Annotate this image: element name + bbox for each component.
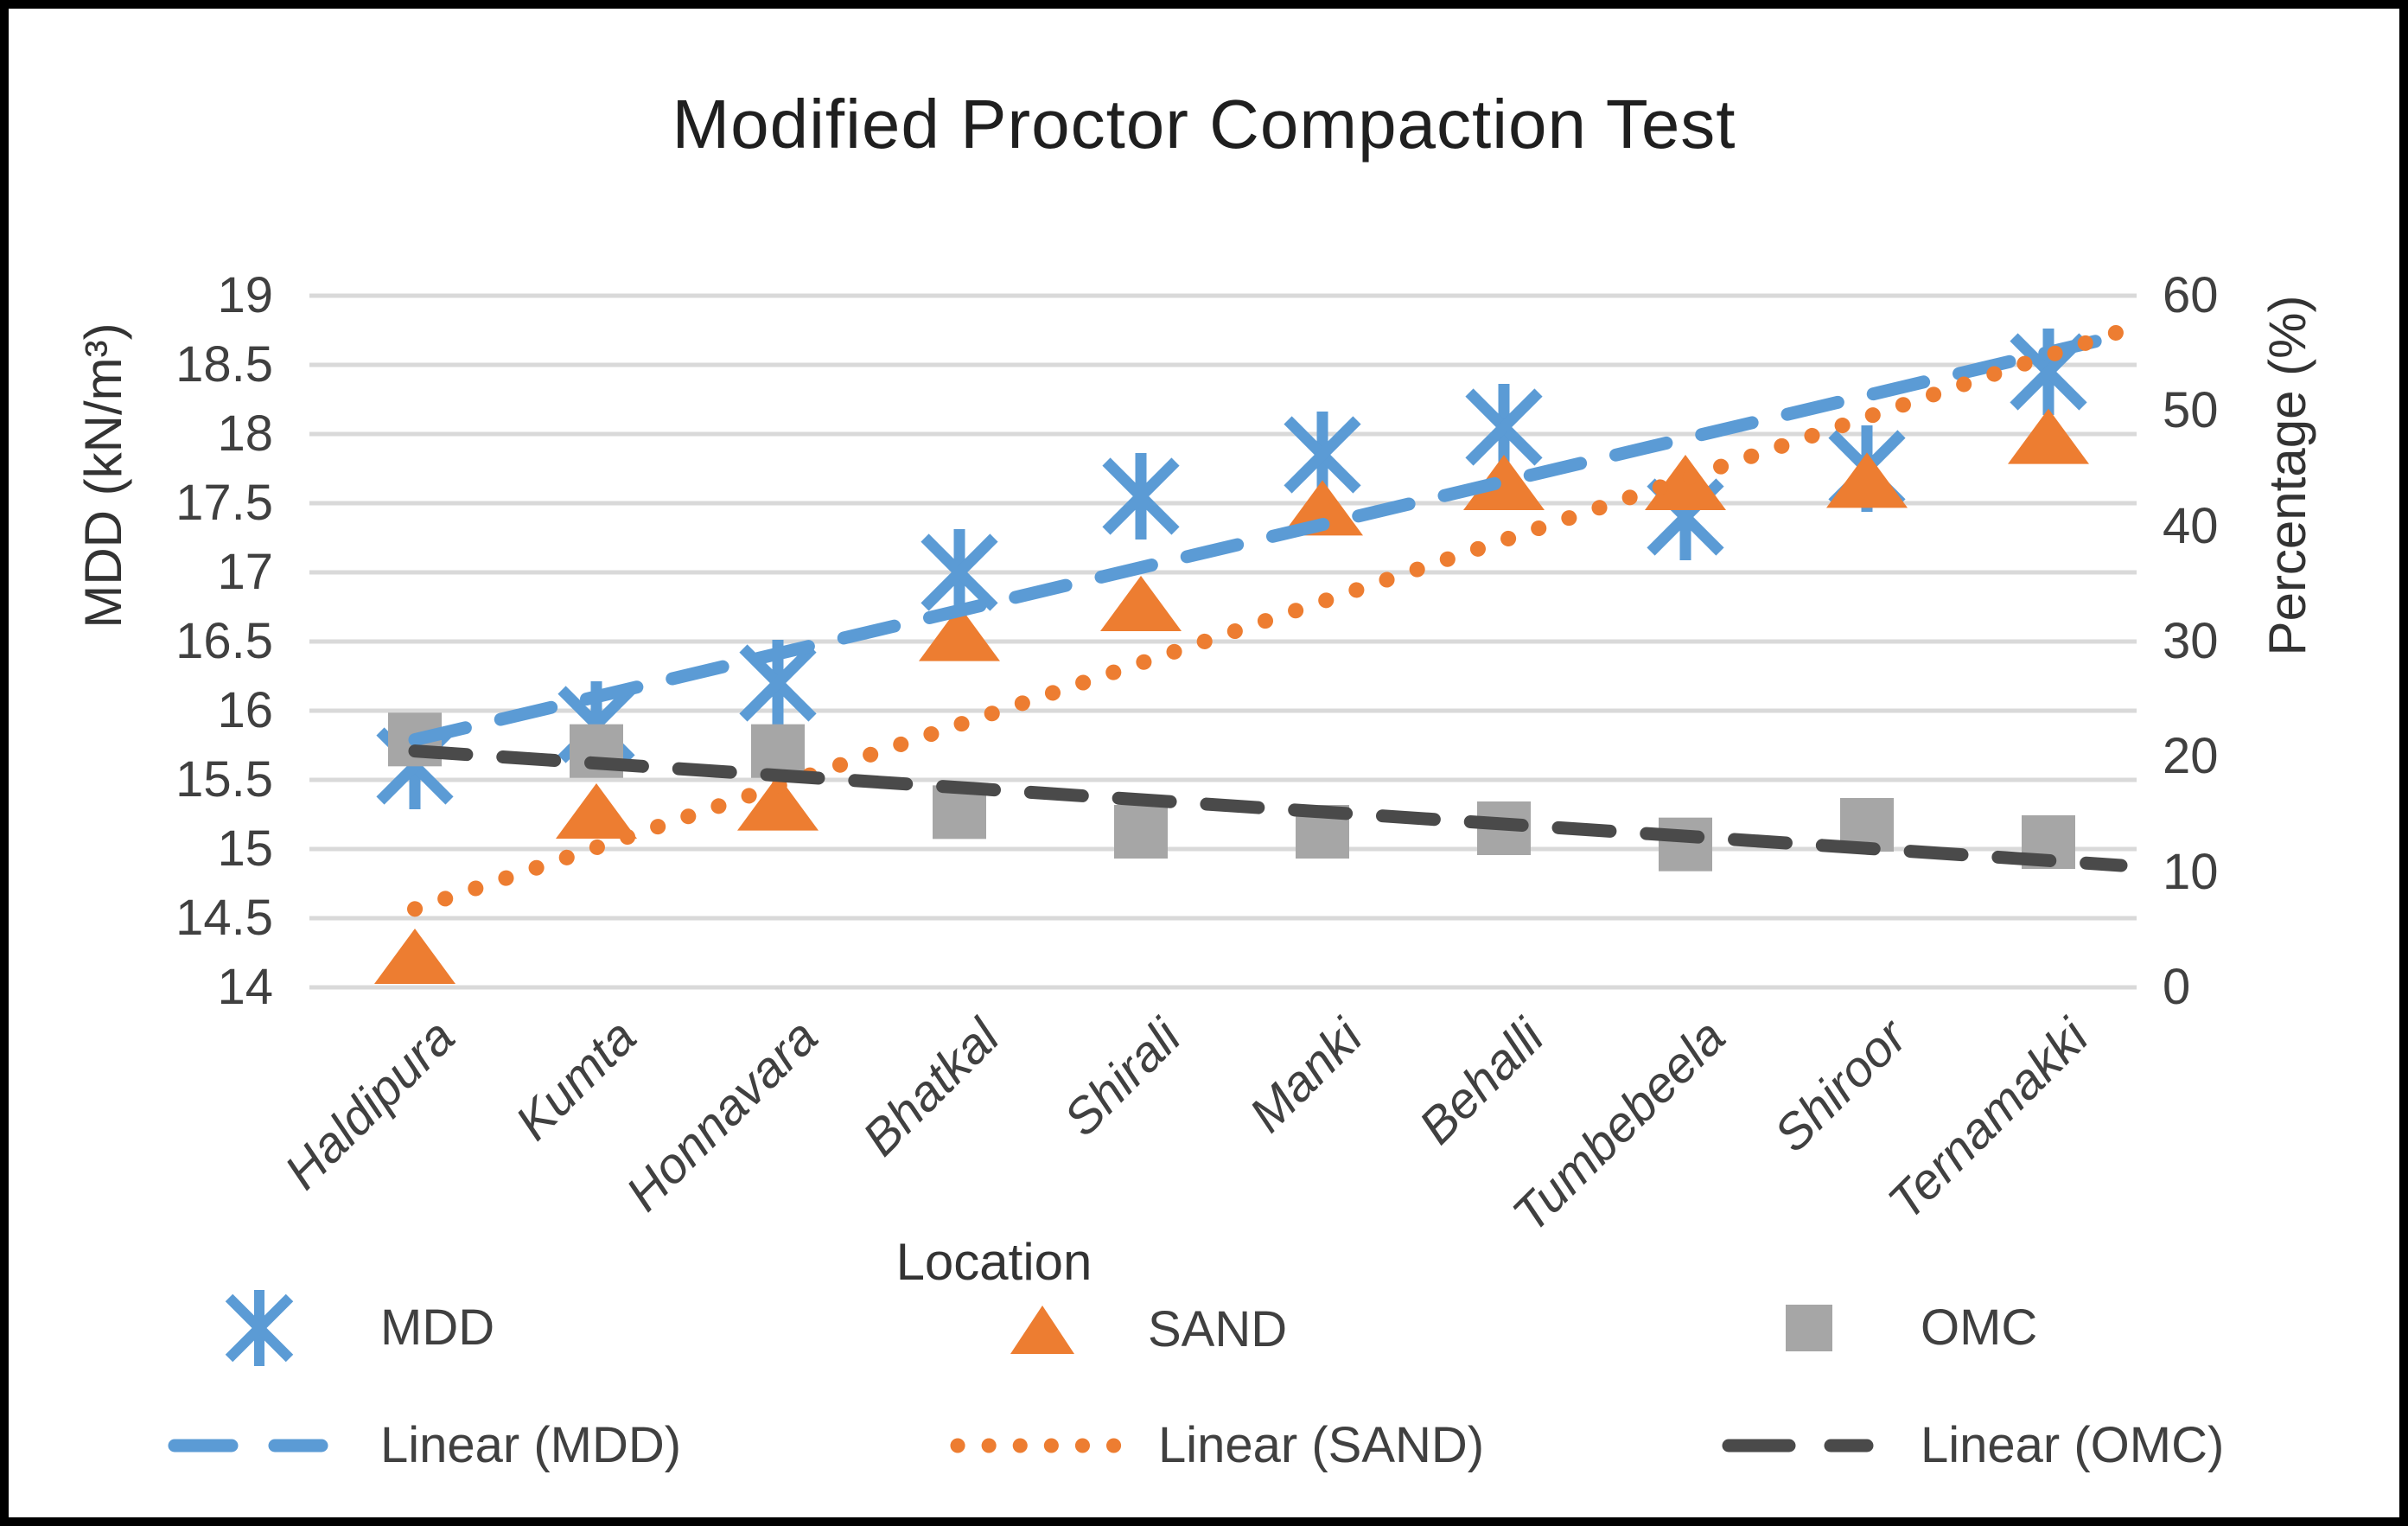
- y-left-axis-title: MDD (kN/m³): [74, 322, 132, 629]
- y-right-tick: 30: [2163, 613, 2219, 669]
- y-right-tick: 0: [2163, 959, 2191, 1015]
- y-right-tick: 40: [2163, 497, 2219, 554]
- plot-area: [168, 293, 2137, 1453]
- legend-markers: [168, 1290, 1874, 1453]
- y-left-tick: 14: [217, 959, 273, 1015]
- x-axis-title: Location: [895, 1233, 1093, 1291]
- y-left-tick: 15.5: [175, 751, 273, 808]
- y-left-tick: 18.5: [175, 336, 273, 393]
- legend-label-sand: SAND: [1148, 1301, 1288, 1357]
- legend-label-omc: OMC: [1921, 1299, 2038, 1356]
- y-right-tick: 10: [2163, 843, 2219, 900]
- chart-title: Modified Proctor Compaction Test: [672, 86, 1736, 163]
- y-left-tick: 15: [217, 820, 273, 877]
- trendline-omc-line: [408, 744, 2128, 872]
- y-left-tick: 16: [217, 682, 273, 738]
- y-left-tick: 14.5: [175, 890, 273, 946]
- y-left-tick: 18: [217, 405, 273, 462]
- y-right-tick: 20: [2163, 728, 2219, 785]
- trendline-omc: [408, 744, 2128, 872]
- y-right-axis-title: Percentage (%): [2258, 295, 2316, 656]
- y-left-tick: 19: [217, 267, 273, 323]
- legend-label-linear-mdd: Linear (MDD): [380, 1417, 682, 1473]
- trendline-sand: [407, 322, 2129, 917]
- legend-label-linear-omc: Linear (OMC): [1921, 1417, 2225, 1473]
- y-left-tick: 16.5: [175, 613, 273, 669]
- y-right-tick: 50: [2163, 382, 2219, 439]
- legend-label-linear-sand: Linear (SAND): [1158, 1417, 1485, 1473]
- trendline-mdd: [408, 329, 2128, 747]
- gridlines: [309, 293, 2137, 990]
- trendline-sand-line: [407, 322, 2129, 917]
- y-right-tick: 60: [2163, 267, 2219, 323]
- y-left-tick: 17: [217, 544, 273, 600]
- legend-label-mdd: MDD: [380, 1299, 495, 1356]
- trendline-mdd-line: [408, 329, 2128, 747]
- y-left-tick: 17.5: [175, 475, 273, 531]
- series-sand-markers: [374, 408, 2089, 984]
